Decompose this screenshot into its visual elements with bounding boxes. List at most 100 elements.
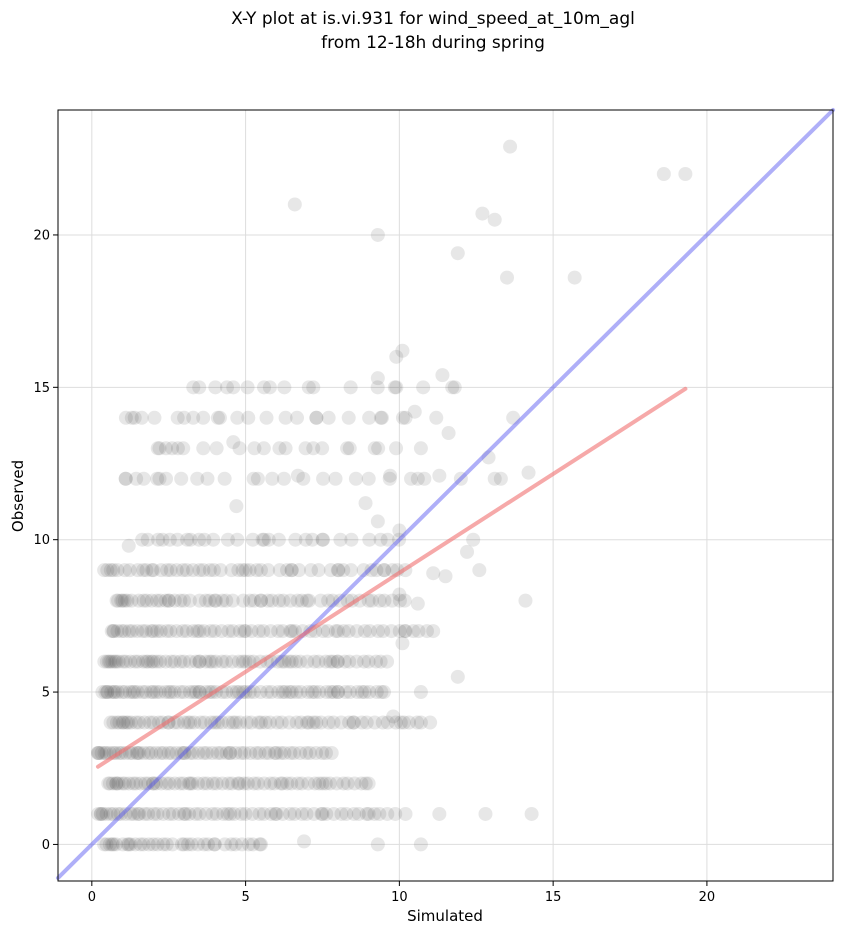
scatter-point [117, 624, 132, 639]
scatter-point [204, 715, 219, 730]
scatter-point [384, 624, 399, 639]
scatter-point [372, 806, 387, 821]
scatter-point [500, 270, 515, 285]
scatter-point [210, 746, 225, 761]
scatter-point [138, 685, 153, 700]
scatter-point [277, 746, 292, 761]
scatter-point [129, 776, 144, 791]
scatter-point [253, 593, 268, 608]
scatter-point [174, 746, 189, 761]
scatter-point [275, 685, 290, 700]
scatter-point [300, 715, 315, 730]
scatter-point [199, 746, 214, 761]
scatter-point [101, 776, 116, 791]
scatter-point [114, 593, 129, 608]
scatter-point [487, 212, 502, 227]
scatter-point [180, 532, 195, 547]
scatter-point [227, 806, 242, 821]
scatter-point [309, 715, 324, 730]
scatter-point [183, 532, 198, 547]
scatter-point [290, 410, 305, 425]
scatter-point [441, 426, 456, 441]
scatter-point [226, 435, 241, 450]
scatter-point [186, 685, 201, 700]
scatter-point [167, 776, 182, 791]
x-tick-label: 0 [88, 890, 96, 905]
scatter-point [319, 806, 334, 821]
scatter-point [196, 441, 211, 456]
scatter-point [280, 563, 295, 578]
scatter-point [330, 685, 345, 700]
scatter-point [289, 715, 304, 730]
scatter-point [200, 471, 215, 486]
scatter-point [284, 776, 299, 791]
scatter-point [156, 837, 171, 852]
scatter-point [256, 806, 271, 821]
scatter-point [123, 837, 138, 852]
scatter-point [105, 837, 120, 852]
scatter-point [341, 624, 356, 639]
scatter-point [212, 410, 227, 425]
scatter-point [326, 654, 341, 669]
scatter-point [318, 776, 333, 791]
scatter-point [146, 806, 161, 821]
scatter-point [152, 441, 167, 456]
scatter-point [144, 746, 159, 761]
scatter-point [216, 806, 231, 821]
scatter-point [94, 746, 109, 761]
scatter-point [262, 715, 277, 730]
scatter-point [315, 532, 330, 547]
scatter-point [117, 685, 132, 700]
scatter-point [333, 593, 348, 608]
scatter-point [208, 654, 223, 669]
scatter-point [109, 776, 124, 791]
scatter-point [115, 776, 130, 791]
scatter-point [365, 593, 380, 608]
scatter-point [245, 806, 260, 821]
scatter-point [354, 685, 369, 700]
scatter-point [256, 441, 271, 456]
scatter-point [276, 471, 291, 486]
scatter-point [487, 471, 502, 486]
scatter-point [186, 746, 201, 761]
scatter-point [144, 654, 159, 669]
scatter-point [192, 654, 207, 669]
scatter-point [343, 380, 358, 395]
scatter-point [232, 685, 247, 700]
scatter-point [110, 624, 125, 639]
scatter-point [144, 685, 159, 700]
scatter-point [111, 593, 126, 608]
scatter-point [182, 654, 197, 669]
scatter-point [146, 563, 161, 578]
scatter-point [130, 624, 145, 639]
scatter-point [100, 685, 115, 700]
scatter-point [395, 410, 410, 425]
scatter-point [240, 776, 255, 791]
scatter-point [202, 654, 217, 669]
scatter-point [395, 636, 410, 651]
scatter-point [383, 468, 398, 483]
fit-lines [56, 108, 835, 880]
scatter-point [97, 746, 112, 761]
scatter-point [120, 837, 135, 852]
scatter-point [219, 746, 234, 761]
scatter-point [140, 532, 155, 547]
scatter-point [334, 715, 349, 730]
scatter-point [271, 532, 286, 547]
chart-title-line-1: X-Y plot at is.vi.931 for wind_speed_at_… [231, 9, 635, 29]
scatter-point [311, 563, 326, 578]
scatter-point [275, 624, 290, 639]
scatter-point [126, 806, 141, 821]
scatter-point [278, 441, 293, 456]
scatter-point [138, 776, 153, 791]
scatter-point [202, 563, 217, 578]
scatter-point [307, 685, 322, 700]
scatter-point [263, 776, 278, 791]
scatter-point [170, 532, 185, 547]
scatter-point [141, 776, 156, 791]
scatter-point [222, 746, 237, 761]
scatter-point [301, 380, 316, 395]
scatter-point [312, 776, 327, 791]
scatter-point [284, 563, 299, 578]
